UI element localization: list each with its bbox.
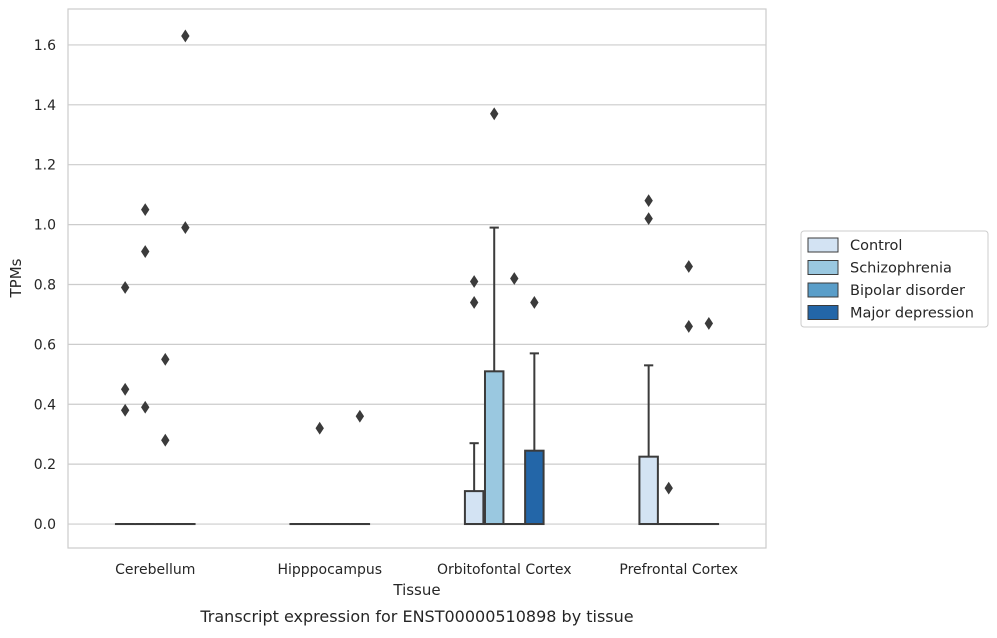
x-tick-label: Prefrontal Cortex [619, 562, 738, 578]
outlier-point [491, 108, 498, 119]
y-tick-labels: 0.0 0.2 0.4 0.6 0.8 1.0 1.2 1.4 1.6 [34, 38, 56, 533]
outlier-point [705, 318, 712, 329]
box-schizophrenia [136, 204, 154, 524]
box-iqr [639, 457, 657, 524]
chart-caption: Transcript expression for ENST0000051089… [199, 607, 633, 626]
outlier-point [645, 195, 652, 206]
outlier-point [122, 282, 129, 293]
y-axis-label: TPMs [7, 258, 25, 298]
legend-label: Major depression [850, 306, 974, 322]
box-bipolar-disorder [156, 354, 174, 524]
box-bipolar-disorder [680, 261, 698, 524]
outlier-point [182, 222, 189, 233]
x-tick-label: Hipppocampus [277, 562, 382, 578]
outlier-point [316, 423, 323, 434]
box-control [465, 276, 483, 524]
x-axis-label: Tissue [392, 581, 440, 599]
outlier-point [122, 384, 129, 395]
y-tick-label: 1.4 [34, 98, 56, 114]
box-iqr [525, 451, 543, 524]
y-tick-label: 1.2 [34, 158, 56, 174]
outlier-point [471, 297, 478, 308]
box-bipolar-disorder [505, 273, 523, 524]
legend-swatch [808, 261, 838, 275]
legend-swatch [808, 306, 838, 320]
legend-swatch [808, 238, 838, 252]
box-major-depression [700, 318, 718, 524]
outlier-point [182, 30, 189, 41]
y-tick-label: 0.0 [34, 517, 56, 533]
box-major-depression [351, 411, 369, 524]
x-tick-label: Cerebellum [115, 562, 195, 578]
plot-frame [68, 9, 766, 548]
y-tick-label: 0.6 [34, 337, 56, 353]
box-iqr [465, 491, 483, 524]
outlier-point [142, 246, 149, 257]
y-tick-label: 0.4 [34, 397, 56, 413]
box-iqr [485, 371, 503, 524]
outlier-point [162, 435, 169, 446]
y-tick-label: 1.0 [34, 218, 56, 234]
y-tick-label: 0.8 [34, 277, 56, 293]
box-schizophrenia [310, 423, 328, 524]
legend-label: Control [850, 238, 902, 254]
outlier-point [685, 321, 692, 332]
box-schizophrenia [659, 483, 677, 524]
gridlines [68, 45, 766, 524]
legend-label: Bipolar disorder [850, 283, 965, 299]
x-tick-label: Orbitofontal Cortex [437, 562, 572, 578]
box-control [639, 195, 657, 524]
outlier-point [142, 402, 149, 413]
outlier-point [356, 411, 363, 422]
outlier-point [665, 483, 672, 494]
y-tick-label: 0.2 [34, 457, 56, 473]
outlier-point [122, 405, 129, 416]
y-tick-label: 1.6 [34, 38, 56, 54]
outlier-point [685, 261, 692, 272]
legend-swatch [808, 283, 838, 297]
outlier-point [471, 276, 478, 287]
legend-label: Schizophrenia [850, 261, 952, 277]
box-major-depression [525, 297, 543, 524]
outlier-point [142, 204, 149, 215]
box-schizophrenia [485, 108, 503, 524]
outlier-point [645, 213, 652, 224]
x-tick-labels: Cerebellum Hipppocampus Orbitofontal Corte… [115, 562, 738, 578]
outlier-point [511, 273, 518, 284]
outlier-point [531, 297, 538, 308]
legend: Control Schizophrenia Bipolar disorder Majo… [801, 231, 988, 327]
outlier-point [162, 354, 169, 365]
box-control [116, 282, 134, 524]
